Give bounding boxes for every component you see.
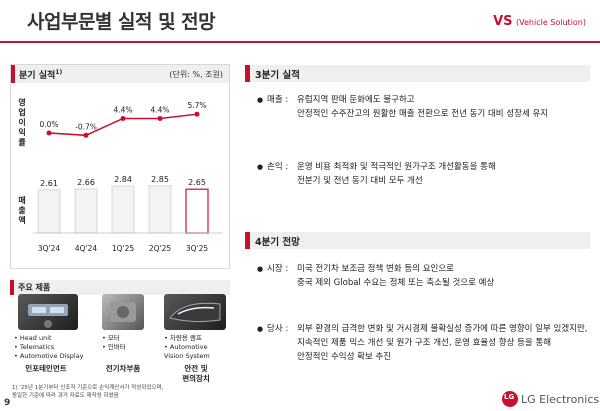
sales-bar	[185, 188, 209, 234]
ev-parts-features: • 모터 • 인버터	[102, 334, 126, 352]
category-label: 4Q'24	[75, 244, 98, 253]
category-label: 3Q'24	[38, 244, 61, 253]
header-accent	[245, 65, 250, 82]
bullet-text: 안정적인 수익성 확보 추진	[297, 352, 392, 362]
bullet-label: 손익 :	[267, 162, 289, 172]
segment-code: VS	[493, 14, 513, 29]
lg-logo-text: LG Electronics	[521, 393, 600, 406]
op-margin-value-label: -0.7%	[75, 122, 97, 131]
product-safety: • 차량용 램프 • Automotive Vision System 안전 및…	[158, 294, 230, 384]
quarterly-chart: 영 업 이 익 률매 출 액 2.61 2.66 2.84 2.85 2.65 3Q'24 4Q'24 1Q…	[18, 97, 223, 253]
bullet-text: 중국 제외 Global 수요는 정체 또는 축소될 것으로 예상	[297, 278, 495, 288]
bullet-label: 시장 :	[267, 264, 289, 274]
op-margin-value-label: 4.4%	[150, 105, 169, 114]
lg-logo-icon: LG	[502, 391, 518, 407]
feature-item: • 인버터	[102, 343, 126, 351]
products-title: 주요 제품	[18, 283, 51, 292]
category-label: 3Q'25	[186, 244, 209, 253]
feature-item: • Telematics	[14, 343, 55, 351]
headlamp-icon	[169, 302, 221, 323]
bullet-text: 미국 전기차 보조금 정책 변화 등의 요인으로	[297, 264, 454, 274]
sales-value-label: 2.65	[188, 178, 206, 187]
headlamp-image	[164, 294, 226, 330]
bullet-label: 당사 :	[267, 324, 289, 334]
sales-bar	[74, 188, 98, 234]
op-margin-point	[83, 132, 89, 138]
op-margin-point	[194, 111, 200, 117]
op-margin-point	[120, 115, 126, 121]
feature-item: • 차량용 램프	[164, 334, 202, 342]
feature-item: • Automotive Display	[14, 352, 84, 360]
bullet-dot-icon: ●	[257, 163, 264, 171]
safety-features: • 차량용 램프 • Automotive Vision System	[164, 334, 210, 361]
op-margin-point	[46, 130, 52, 136]
op-margin-point	[157, 115, 163, 121]
q4-section-header: 4분기 전망	[245, 232, 590, 249]
header-accent	[245, 232, 250, 249]
page-title: 사업부문별 실적 및 전망	[27, 11, 216, 33]
bullet-dot-icon: ●	[257, 325, 264, 333]
chart-title: 분기 실적1)	[19, 69, 63, 81]
op-margin-value-label: 0.0%	[39, 120, 58, 129]
feature-item: • Automotive	[164, 343, 208, 351]
dashboard-icon	[28, 304, 68, 328]
segment-full-name: (Vehicle Solution)	[516, 18, 586, 27]
op-margin-value-label: 4.4%	[113, 105, 132, 114]
bullet-text: 지속적인 제품 믹스 개선 및 원가 구조 개선, 운영 효율성 향상 등을 통…	[297, 338, 552, 348]
feature-item: • 모터	[102, 334, 120, 342]
sales-value-label: 2.66	[77, 178, 95, 187]
category-label: 2Q'25	[149, 244, 172, 253]
motor-image	[102, 294, 144, 330]
unit-label: (단위: %, 조원)	[169, 70, 223, 79]
bullet-text: 유럽지역 판매 둔화에도 불구하고	[297, 95, 415, 105]
category-label: 1Q'25	[112, 244, 135, 253]
q3-section-header: 3분기 실적	[245, 65, 590, 82]
product-ev-parts: • 모터 • 인버터 전기차부품	[88, 294, 158, 384]
footnote: 1) '25년 1분기부터 신조직 기준으로 손익계산서가 작성되었으며, 동일…	[12, 385, 164, 399]
chart-title-note: 1)	[55, 69, 63, 76]
segment-label: VS (Vehicle Solution)	[493, 14, 586, 29]
header-accent	[10, 280, 14, 295]
sales-value-label: 2.61	[40, 179, 58, 188]
motor-icon	[110, 302, 136, 322]
q3-heading: 3분기 실적	[255, 70, 300, 81]
title-divider	[0, 41, 600, 43]
bullet-dot-icon: ●	[257, 96, 264, 104]
sales-bar	[148, 185, 172, 234]
q4-heading: 4분기 전망	[255, 237, 300, 248]
bullet-text: 전분기 및 전년 동기 대비 모두 개선	[297, 176, 423, 186]
feature-item: Vision System	[164, 352, 210, 360]
category-ev-parts: 전기차부품	[105, 364, 141, 373]
bullet-dot-icon: ●	[257, 265, 264, 273]
product-infotainment: • Head unit • Telematics • Automotive Di…	[10, 294, 85, 384]
key-products-panel: 주요 제품 • Head unit • Telematics • Automot…	[10, 280, 230, 383]
sales-value-label: 2.85	[151, 175, 169, 184]
sales-bar	[37, 189, 61, 234]
op-margin-value-label: 5.7%	[187, 101, 206, 110]
category-safety: 안전 및 편의장치	[182, 364, 210, 383]
lg-logo: LG LG Electronics	[502, 391, 599, 407]
bullet-label: 매출 :	[267, 95, 289, 105]
header-accent	[11, 65, 15, 83]
bullet-text: 운영 비용 최적화 및 적극적인 원가구조 개선활동을 통해	[297, 162, 496, 172]
category-infotainment: 인포테인먼트	[25, 364, 67, 373]
products-header: 주요 제품	[10, 280, 230, 295]
feature-item: • Head unit	[14, 334, 52, 342]
sales-value-label: 2.84	[114, 175, 132, 184]
chart-header: 분기 실적1) (단위: %, 조원)	[11, 65, 229, 83]
page-number: 9	[4, 398, 11, 408]
infotainment-features: • Head unit • Telematics • Automotive Di…	[14, 334, 84, 361]
dashboard-image	[18, 294, 78, 330]
sales-bar	[111, 185, 135, 234]
bullet-text: 안정적인 수주잔고의 원활한 매출 전환으로 전년 동기 대비 성장세 유지	[297, 109, 549, 119]
bullet-text: 외부 환경의 급격한 변화 및 거시경제 불확실성 증가에 따른 영향이 일부 …	[297, 324, 588, 334]
